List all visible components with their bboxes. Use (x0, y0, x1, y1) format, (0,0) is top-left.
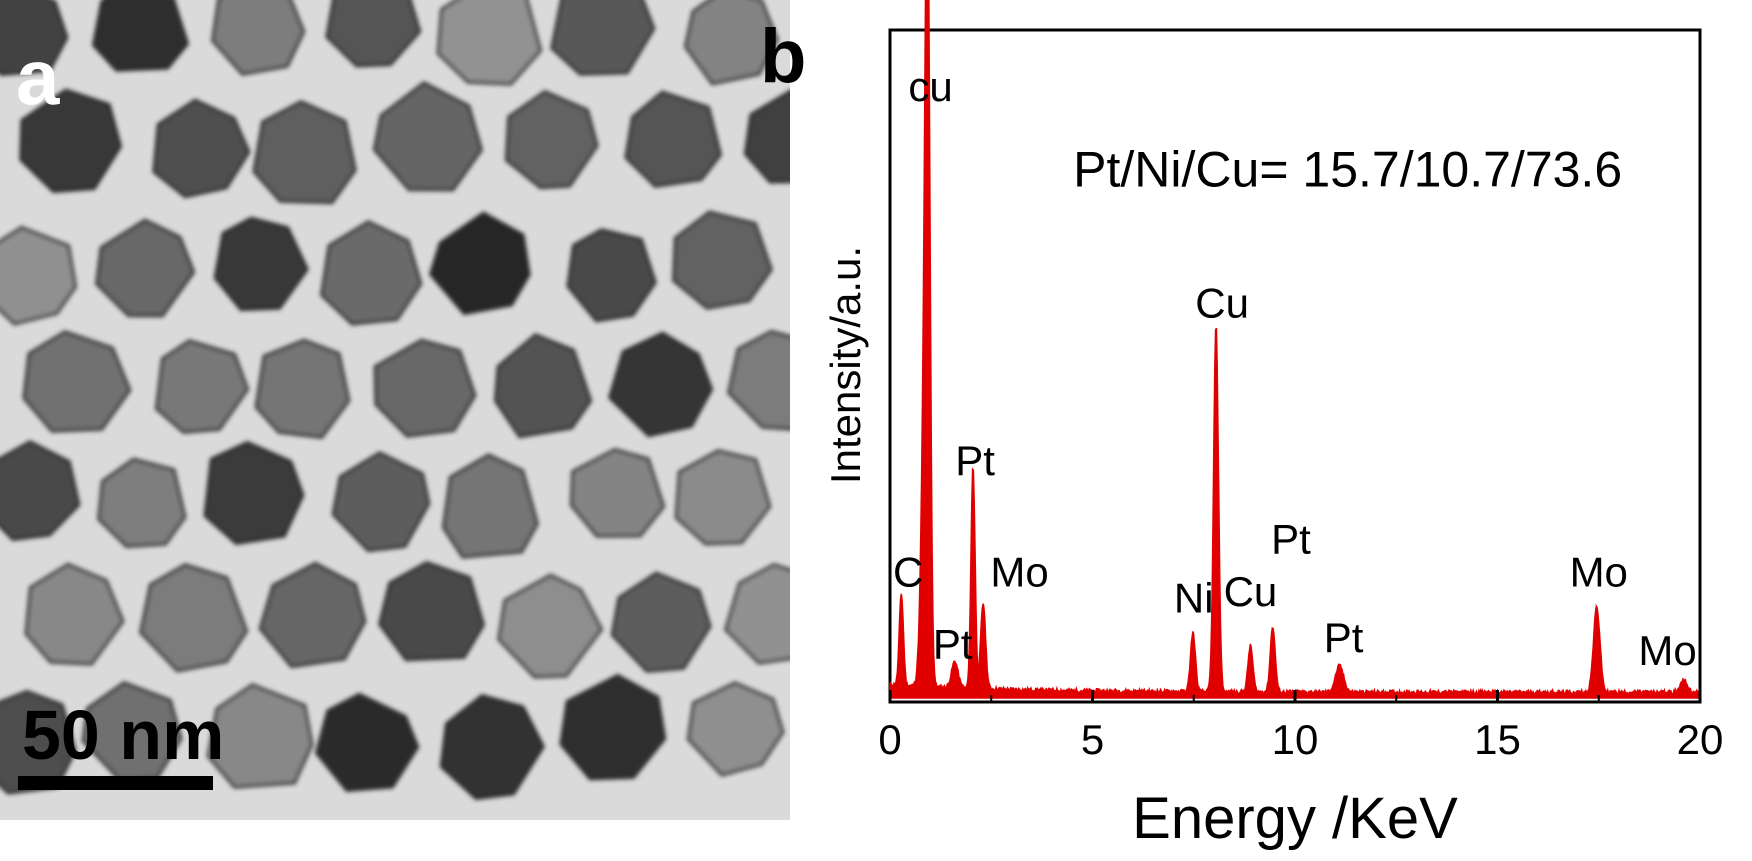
nanoparticle (206, 683, 314, 789)
panel-label-b: b (760, 14, 806, 99)
x-tick-label: 20 (1677, 716, 1724, 763)
peak-label: C (893, 548, 923, 595)
nanoparticle (314, 692, 420, 793)
peak-label: Cu (1195, 280, 1249, 327)
x-tick-label: 10 (1272, 716, 1319, 763)
peak-label: Pt (955, 437, 995, 484)
nanoparticle (624, 90, 723, 188)
scale-bar-label: 50 nm (22, 696, 225, 774)
nanoparticle (378, 560, 486, 662)
nanoparticle (610, 571, 712, 673)
nanoparticle (436, 0, 543, 86)
y-axis-title: Intensity/a.u. (822, 246, 869, 484)
nanoparticle (252, 100, 357, 205)
nanoparticle (0, 440, 81, 541)
peak-label: Pt (1324, 614, 1364, 661)
nanoparticle (372, 81, 483, 192)
nanoparticle (559, 673, 667, 781)
nanoparticle (154, 339, 250, 434)
nanoparticle (672, 210, 773, 310)
nanoparticle (674, 449, 772, 546)
peak-label: Pt (933, 621, 973, 668)
plot-frame (888, 28, 1702, 704)
peak-label: cu (908, 63, 952, 110)
scale-bar (18, 776, 213, 790)
peak-label: Mo (1570, 548, 1628, 595)
panel-label-a: a (16, 33, 60, 121)
nanoparticle (550, 0, 656, 76)
nanoparticle (95, 218, 196, 318)
nanoparticle (203, 440, 305, 545)
x-tick-label: 15 (1474, 716, 1521, 763)
x-axis-title: Energy /KeV (1132, 786, 1458, 851)
nanoparticle (504, 89, 599, 190)
nanoparticle (493, 333, 593, 439)
nanoparticle (439, 694, 546, 801)
nanoparticle (441, 453, 539, 559)
nanoparticle (213, 216, 309, 312)
x-tick-label: 5 (1081, 716, 1104, 763)
nanoparticle (325, 0, 422, 68)
nanoparticle (331, 451, 431, 553)
nanoparticle (19, 88, 123, 194)
nanoparticle (139, 563, 249, 673)
tem-image (0, 0, 841, 820)
nanoparticle (319, 220, 423, 326)
nanoparticle (0, 0, 69, 77)
nanoparticle (569, 447, 666, 538)
nanoparticle (24, 562, 125, 666)
nanoparticle (22, 330, 132, 433)
nanoparticle (211, 0, 306, 76)
tem-micrograph: a 50 nm (0, 0, 841, 820)
nanoparticle (373, 338, 477, 438)
peak-label: Cu (1224, 568, 1278, 615)
composition-annotation: Pt/Ni/Cu= 15.7/10.7/73.6 (1073, 141, 1622, 197)
nanoparticle (258, 561, 367, 669)
nanoparticle (686, 681, 785, 777)
nanoparticle (91, 0, 190, 72)
nanoparticle (683, 0, 779, 86)
nanoparticle (254, 338, 351, 439)
nanoparticle (608, 331, 714, 438)
peak-label: Mo (1638, 627, 1696, 674)
nanoparticle (97, 457, 187, 549)
nanoparticle (497, 573, 604, 679)
nanoparticle (0, 225, 77, 326)
nanoparticle (152, 98, 251, 199)
nanoparticle (566, 228, 657, 323)
nanoparticle (428, 211, 531, 316)
x-axis-ticks: 0 5 10 15 20 (878, 690, 1723, 763)
peak-label: Mo (990, 548, 1048, 595)
peak-label: Pt (1271, 516, 1311, 563)
x-tick-label: 0 (878, 716, 901, 763)
peak-label: Ni (1174, 575, 1214, 622)
